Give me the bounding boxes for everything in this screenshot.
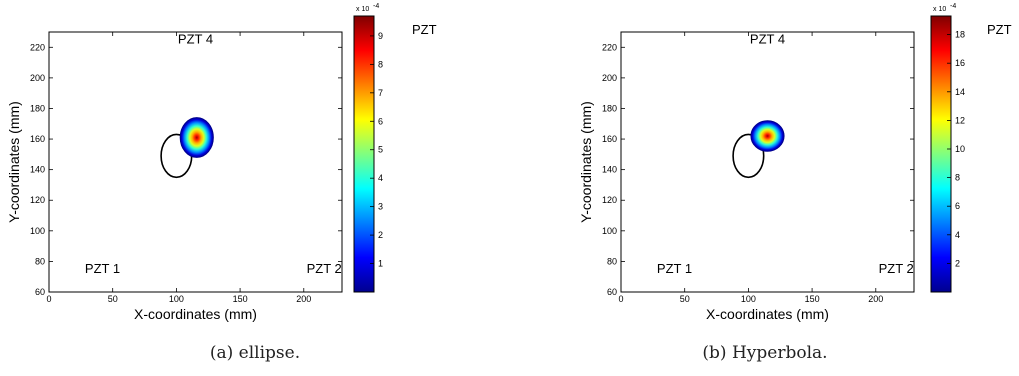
colorbar-label: PZT <box>412 22 437 37</box>
colorbar-tick-label: 18 <box>955 30 965 40</box>
sensor-label: PZT 1 <box>85 261 120 276</box>
y-tick-label: 220 <box>30 42 45 52</box>
chart-panel-a: 0 50 100 150 200 60 80 100 120 140 160 180 200 220 X-c… <box>6 3 437 322</box>
colorbar-exponent-power: -4 <box>950 3 956 10</box>
colorbar-tick-label: 14 <box>955 87 965 97</box>
y-tick-label: 140 <box>602 165 617 175</box>
damage-hotspot <box>750 120 785 152</box>
figure-caption-a: (a) ellipse. <box>210 343 300 363</box>
plot-area <box>620 31 915 293</box>
y-tick-label: 220 <box>602 42 617 52</box>
y-tick-label: 100 <box>602 226 617 236</box>
colorbar-tick-label: 9 <box>378 31 383 41</box>
colorbar-tick-label: 2 <box>378 230 383 240</box>
colorbar-tick-label: 3 <box>378 202 383 212</box>
y-tick-label: 160 <box>602 134 617 144</box>
x-axis-label: X-coordinates (mm) <box>706 306 829 322</box>
y-axis-label: Y-coordinates (mm) <box>578 101 594 223</box>
colorbar-tick-label: 5 <box>378 145 383 155</box>
y-tick-label: 100 <box>30 226 45 236</box>
hotspot-contour <box>751 121 784 151</box>
sensor-label: PZT 4 <box>750 32 785 47</box>
sensor-label: PZT 2 <box>879 261 914 276</box>
y-tick-label: 60 <box>607 287 617 297</box>
colorbar-exponent: x 10 <box>356 6 369 13</box>
x-tick-label: 100 <box>741 294 756 304</box>
x-tick-label: 50 <box>108 294 118 304</box>
x-tick-label: 0 <box>618 294 623 304</box>
chart-panel-b: 0 50 100 150 200 60 80 100 120 140 160 180 200 220 X-c… <box>578 3 1012 322</box>
colorbar-tick-label: 7 <box>378 88 383 98</box>
colorbar-label: PZT <box>987 22 1012 37</box>
y-tick-label: 120 <box>30 195 45 205</box>
plot-area <box>48 31 343 293</box>
sensor-label: PZT 1 <box>657 261 692 276</box>
colorbar-tick-label: 12 <box>955 115 965 125</box>
x-tick-label: 200 <box>868 294 883 304</box>
y-tick-label: 60 <box>35 287 45 297</box>
y-tick-label: 180 <box>602 103 617 113</box>
x-tick-label: 100 <box>169 294 184 304</box>
colorbar-tick-label: 8 <box>955 173 960 183</box>
colorbar-exponent: x 10 <box>933 6 946 13</box>
colorbar-tick-label: 1 <box>378 259 383 269</box>
colorbar-exponent-power: -4 <box>373 3 379 10</box>
colorbar-tick-label: 6 <box>955 201 960 211</box>
x-tick-label: 0 <box>46 294 51 304</box>
y-tick-label: 140 <box>30 165 45 175</box>
x-axis-label: X-coordinates (mm) <box>134 306 257 322</box>
colorbar-tick-label: 4 <box>378 173 383 183</box>
colorbar-tick-label: 6 <box>378 116 383 126</box>
y-tick-label: 80 <box>607 256 617 266</box>
y-tick-label: 160 <box>30 134 45 144</box>
sensor-label: PZT 4 <box>178 32 213 47</box>
y-axis-label: Y-coordinates (mm) <box>6 101 22 223</box>
colorbar-tick-label: 4 <box>955 230 960 240</box>
sensor-label: PZT 2 <box>307 261 342 276</box>
y-tick-label: 120 <box>602 195 617 205</box>
hotspot-contour <box>181 118 213 157</box>
colorbar <box>353 15 375 293</box>
colorbar <box>930 15 952 293</box>
colorbar-tick-label: 8 <box>378 59 383 69</box>
colorbar-tick-label: 10 <box>955 144 965 154</box>
x-tick-label: 150 <box>233 294 248 304</box>
y-tick-label: 200 <box>30 73 45 83</box>
colorbar-tick-label: 16 <box>955 58 965 68</box>
x-tick-label: 50 <box>680 294 690 304</box>
y-tick-label: 200 <box>602 73 617 83</box>
damage-outline-ellipse <box>732 133 765 179</box>
y-tick-label: 80 <box>35 256 45 266</box>
x-tick-label: 200 <box>296 294 311 304</box>
y-tick-label: 180 <box>30 103 45 113</box>
x-tick-label: 150 <box>805 294 820 304</box>
damage-hotspot <box>179 117 214 158</box>
colorbar-tick-label: 2 <box>955 258 960 268</box>
figure-caption-b: (b) Hyperbola. <box>702 343 827 363</box>
